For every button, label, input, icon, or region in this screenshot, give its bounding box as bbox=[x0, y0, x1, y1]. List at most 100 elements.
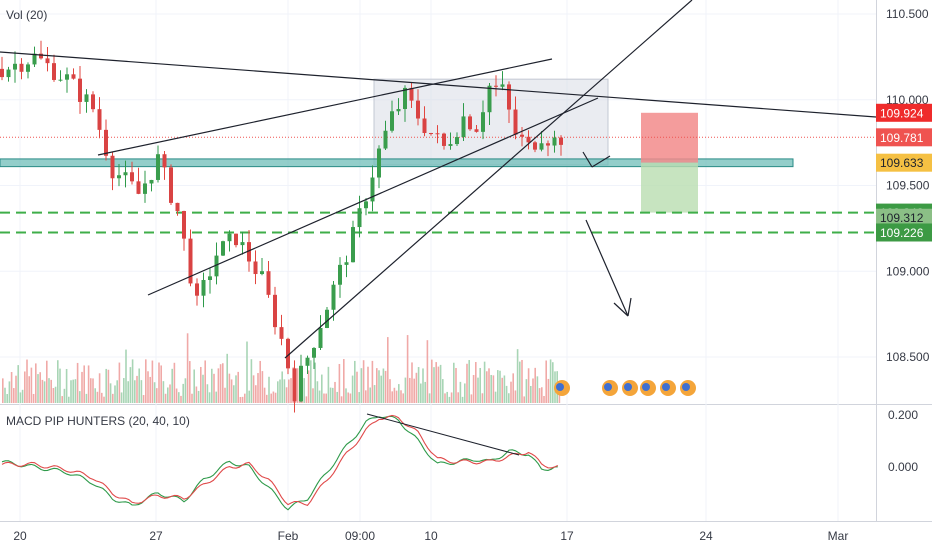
volume-bar bbox=[283, 379, 286, 403]
volume-bar bbox=[189, 361, 191, 403]
volume-bar bbox=[173, 362, 176, 403]
volume-bar bbox=[318, 390, 321, 403]
volume-bar bbox=[233, 385, 235, 403]
candle-body bbox=[58, 79, 63, 81]
volume-bar bbox=[525, 379, 528, 403]
volume-bar bbox=[435, 362, 437, 403]
macd-series-line bbox=[1, 415, 558, 511]
price-tick-label: 109.500 bbox=[886, 179, 930, 193]
channel-lower-line bbox=[147, 97, 599, 296]
candlesticks bbox=[0, 40, 563, 413]
price-badge-label: 109.633 bbox=[880, 156, 924, 170]
volume-bar bbox=[446, 391, 448, 403]
volume-bar bbox=[241, 396, 244, 403]
volume-bar bbox=[296, 368, 299, 403]
volume-bar bbox=[541, 387, 543, 403]
volume-bar bbox=[147, 371, 149, 403]
volume-bar bbox=[411, 362, 413, 403]
price-axis[interactable]: 110.500 110.000 109.500 109.000 108.500 bbox=[886, 7, 930, 364]
trend-lines[interactable] bbox=[0, 0, 877, 359]
volume-bar bbox=[431, 359, 433, 403]
volume-bar bbox=[162, 381, 165, 403]
volume-bar bbox=[387, 337, 389, 403]
volume-bar bbox=[437, 366, 440, 403]
macd-axis[interactable]: 0.200 0.000 bbox=[888, 408, 918, 474]
volume-bar bbox=[521, 359, 523, 403]
candle-body bbox=[351, 227, 355, 263]
down-arrow-shaft bbox=[585, 219, 629, 317]
volume-bar bbox=[461, 396, 464, 403]
event-flag-icon-inner bbox=[624, 383, 632, 391]
volume-bar bbox=[28, 376, 30, 403]
candle-body bbox=[461, 116, 466, 138]
volume-bar bbox=[325, 393, 327, 403]
candle-body bbox=[318, 327, 323, 348]
volume-bar bbox=[263, 387, 266, 403]
candle-body bbox=[513, 109, 518, 135]
volume-bar bbox=[367, 366, 369, 403]
candle-body bbox=[201, 279, 206, 296]
volume-bar bbox=[532, 378, 534, 403]
volume-bar bbox=[182, 383, 184, 403]
descending-trendline bbox=[0, 51, 877, 118]
volume-bar bbox=[545, 360, 547, 403]
macd-indicator-label[interactable]: MACD PIP HUNTERS (20, 40, 10) bbox=[6, 414, 190, 428]
volume-bar bbox=[61, 396, 63, 403]
volume-bar bbox=[65, 368, 68, 403]
volume-bar bbox=[248, 390, 250, 403]
volume-bar bbox=[305, 396, 308, 403]
economic-event-icons[interactable] bbox=[554, 380, 696, 396]
candle-body bbox=[91, 94, 95, 110]
candle-body bbox=[45, 58, 50, 64]
volume-indicator-label[interactable]: Vol (20) bbox=[6, 8, 48, 22]
volume-bar bbox=[514, 390, 517, 403]
volume-bar bbox=[464, 383, 466, 403]
volume-bar bbox=[50, 379, 52, 403]
candle-body bbox=[13, 63, 17, 70]
price-badge-label: 109.312 bbox=[880, 211, 924, 225]
time-tick-label: 27 bbox=[149, 529, 163, 543]
candle-body bbox=[143, 183, 147, 194]
volume-bar bbox=[404, 377, 407, 403]
volume-bar bbox=[197, 390, 200, 403]
volume-bar bbox=[444, 393, 446, 403]
price-tick-label: 109.000 bbox=[886, 264, 930, 278]
volume-bar bbox=[54, 386, 57, 403]
candle-body bbox=[468, 116, 472, 130]
price-pane[interactable] bbox=[0, 0, 876, 404]
volume-bar bbox=[83, 365, 85, 403]
candle-body bbox=[552, 137, 557, 146]
candle-body bbox=[422, 118, 427, 134]
volume-bar bbox=[360, 368, 363, 403]
volume-bar bbox=[92, 378, 94, 403]
candle-body bbox=[175, 202, 180, 212]
candle-body bbox=[305, 357, 310, 366]
volume-bar bbox=[439, 364, 442, 403]
volume-bar bbox=[285, 387, 288, 403]
volume-bar bbox=[169, 384, 171, 403]
volume-bar bbox=[138, 368, 140, 403]
volume-bar bbox=[433, 367, 435, 403]
volume-bar bbox=[310, 360, 312, 403]
time-axis[interactable]: 20 27 Feb 09:00 10 17 24 Mar bbox=[13, 529, 848, 543]
volume-bar bbox=[378, 370, 380, 403]
volume-bar bbox=[389, 379, 391, 403]
candle-body bbox=[110, 155, 115, 179]
volume-bar bbox=[279, 379, 281, 403]
volume-bar bbox=[153, 382, 156, 403]
volume-bar bbox=[206, 384, 209, 403]
volume-bar bbox=[417, 367, 420, 403]
volume-bar bbox=[94, 388, 96, 403]
volume-bar bbox=[46, 360, 48, 403]
volume-bar bbox=[48, 378, 50, 403]
check-mark-right bbox=[591, 155, 611, 168]
volume-bar bbox=[158, 362, 160, 403]
volume-bar bbox=[358, 392, 360, 403]
candle-body bbox=[273, 294, 277, 328]
time-tick-label: 10 bbox=[424, 529, 438, 543]
candle-body bbox=[370, 177, 375, 202]
candle-body bbox=[6, 69, 11, 78]
candle-body bbox=[377, 148, 381, 178]
volume-bar bbox=[109, 383, 112, 403]
